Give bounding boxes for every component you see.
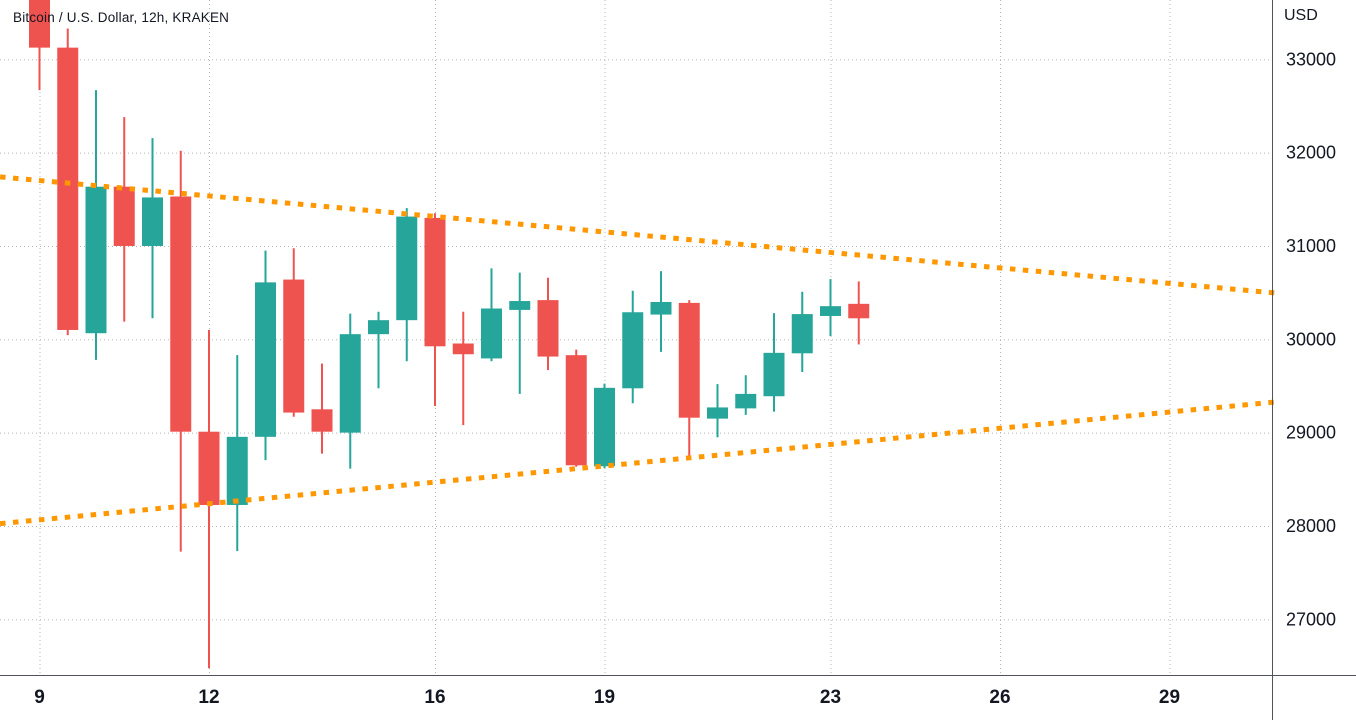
candle-up bbox=[735, 375, 757, 415]
descending-resistance-trendline[interactable] bbox=[0, 174, 1277, 296]
candle-body bbox=[622, 312, 644, 389]
candle-up bbox=[820, 279, 841, 337]
price-tick-label: 32000 bbox=[1286, 143, 1336, 163]
candle-up bbox=[339, 313, 361, 469]
candle-body bbox=[283, 279, 305, 413]
candle-body bbox=[57, 47, 79, 330]
candle-up bbox=[707, 384, 728, 438]
candle-body bbox=[452, 343, 474, 355]
candle-body bbox=[481, 308, 502, 359]
time-tick-label: 19 bbox=[594, 687, 615, 708]
candle-up bbox=[791, 291, 813, 372]
candle-up bbox=[85, 90, 107, 360]
candle-up bbox=[396, 208, 418, 362]
grid bbox=[0, 0, 1272, 675]
candle-body bbox=[565, 355, 587, 466]
candle-body bbox=[311, 409, 333, 432]
candle-up bbox=[255, 250, 276, 461]
candle-up bbox=[481, 268, 502, 362]
candle-down bbox=[311, 363, 333, 454]
candle-up bbox=[622, 290, 644, 404]
candle-up bbox=[594, 383, 615, 469]
price-labels: 33000 32000 31000 30000 29000 28000 27000 bbox=[1286, 49, 1336, 629]
candle-down bbox=[198, 329, 220, 669]
candle-body bbox=[142, 197, 163, 246]
currency-label: USD bbox=[1284, 7, 1318, 24]
candle-down bbox=[424, 213, 446, 407]
candle-body bbox=[537, 300, 559, 357]
candle-down bbox=[283, 248, 305, 417]
candle-body bbox=[848, 303, 870, 319]
time-tick-label: 26 bbox=[989, 687, 1010, 708]
candle-body bbox=[424, 217, 446, 347]
candle-body bbox=[368, 320, 389, 335]
candle-body bbox=[170, 196, 192, 432]
price-axis[interactable] bbox=[1273, 0, 1356, 676]
candle-body bbox=[650, 301, 672, 315]
candle-down bbox=[170, 150, 192, 552]
candle-down bbox=[113, 117, 135, 322]
candle-body bbox=[113, 186, 135, 246]
candle-up bbox=[226, 355, 248, 552]
candle-body bbox=[763, 352, 785, 397]
candle-body bbox=[29, 0, 50, 48]
candle-down bbox=[565, 349, 587, 467]
price-tick-label: 33000 bbox=[1286, 49, 1336, 69]
price-tick-label: 27000 bbox=[1286, 609, 1336, 629]
candle-body bbox=[85, 186, 107, 334]
candle-down bbox=[678, 300, 700, 460]
price-tick-label: 31000 bbox=[1286, 236, 1336, 256]
candle-down bbox=[537, 277, 559, 371]
time-tick-label: 16 bbox=[424, 687, 445, 708]
candle-down bbox=[848, 281, 870, 345]
candle-body bbox=[198, 431, 220, 505]
trendlines bbox=[0, 174, 1277, 527]
candle-body bbox=[509, 301, 531, 310]
price-tick-label: 30000 bbox=[1286, 329, 1336, 349]
candle-up bbox=[142, 138, 163, 319]
time-tick-label: 12 bbox=[198, 687, 219, 708]
candle-up bbox=[368, 311, 389, 389]
candle-body bbox=[255, 282, 276, 437]
candle-body bbox=[396, 216, 418, 321]
candle-body bbox=[226, 436, 248, 505]
candles bbox=[29, 0, 870, 669]
ascending-support-trendline[interactable] bbox=[0, 399, 1277, 527]
candle-body bbox=[791, 314, 813, 354]
candle-down bbox=[29, 0, 50, 91]
candle-body bbox=[339, 334, 361, 433]
candle-body bbox=[820, 306, 841, 316]
candle-up bbox=[509, 272, 531, 394]
price-tick-label: 29000 bbox=[1286, 423, 1336, 443]
price-tick-label: 28000 bbox=[1286, 516, 1336, 536]
candle-down bbox=[452, 311, 474, 426]
time-axis[interactable] bbox=[0, 676, 1356, 720]
candle-up bbox=[763, 313, 785, 412]
candle-body bbox=[735, 393, 757, 409]
candle-body bbox=[678, 302, 700, 418]
time-tick-label: 29 bbox=[1159, 687, 1180, 708]
candle-up bbox=[650, 271, 672, 352]
candle-body bbox=[594, 387, 615, 467]
time-tick-label: 9 bbox=[34, 687, 45, 708]
time-tick-label: 23 bbox=[820, 687, 841, 708]
candle-body bbox=[707, 407, 728, 419]
time-labels: 9 12 16 19 23 26 29 bbox=[34, 687, 1180, 708]
